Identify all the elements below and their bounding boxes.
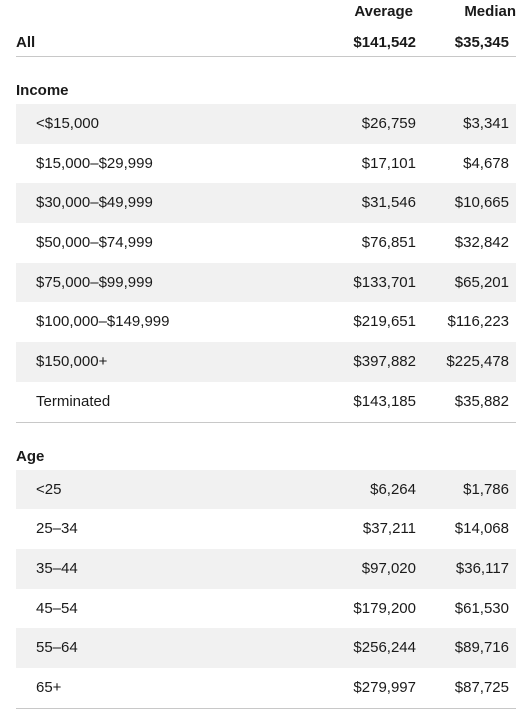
row-average: $6,264 — [370, 480, 416, 498]
row-label: $75,000–$99,999 — [36, 273, 153, 291]
table-row: $50,000–$74,999 $76,851 $32,842 — [16, 223, 516, 263]
table-row: $30,000–$49,999 $31,546 $10,665 — [16, 183, 516, 224]
row-median: $116,223 — [447, 313, 509, 331]
table-row: 45–54 $179,200 $61,530 — [16, 589, 516, 629]
row-average: $37,211 — [362, 520, 416, 538]
row-label: 45–54 — [36, 599, 78, 617]
row-average: $17,101 — [361, 154, 416, 172]
table-row: $100,000–$149,999 $219,651 $116,223 — [16, 302, 516, 342]
row-median: $35,882 — [454, 392, 509, 410]
row-median: $10,665 — [454, 194, 509, 212]
row-average: $76,851 — [361, 234, 416, 252]
row-average: $219,651 — [353, 313, 416, 331]
row-median: $3,341 — [463, 115, 509, 132]
row-average: $26,759 — [361, 115, 416, 132]
row-label: <25 — [36, 480, 62, 498]
row-label: 25–34 — [36, 520, 78, 538]
row-median: $4,678 — [463, 154, 509, 172]
row-label: 65+ — [36, 678, 62, 696]
row-label: $100,000–$149,999 — [36, 313, 170, 331]
header-median: Median — [464, 3, 516, 20]
table-row: $150,000+ $397,882 $225,478 — [16, 342, 516, 382]
row-label: $30,000–$49,999 — [36, 194, 153, 212]
income-title: Income — [16, 82, 69, 99]
row-label: Terminated — [36, 392, 111, 410]
row-label: 55–64 — [36, 639, 78, 657]
header-average: Average — [354, 3, 413, 20]
row-median: $89,716 — [454, 639, 509, 657]
row-average: $256,244 — [353, 639, 416, 657]
age-section-heading: Age — [16, 423, 529, 470]
row-average: $133,701 — [353, 273, 416, 291]
row-label: $50,000–$74,999 — [36, 234, 153, 252]
row-median: $87,725 — [454, 678, 509, 696]
all-row: All $141,542 $35,345 — [16, 32, 516, 57]
income-section-heading: Income — [16, 57, 529, 104]
row-median: $1,786 — [463, 480, 509, 498]
row-median: $36,117 — [455, 559, 509, 577]
row-average: $143,185 — [353, 392, 416, 410]
row-label: 35–44 — [36, 559, 78, 577]
row-label: <$15,000 — [36, 115, 99, 132]
table-row: $15,000–$29,999 $17,101 $4,678 — [16, 144, 516, 184]
all-average: $141,542 — [353, 34, 416, 51]
row-median: $61,530 — [454, 599, 509, 617]
row-label: $150,000+ — [36, 353, 108, 371]
age-title: Age — [16, 447, 45, 465]
row-median: $14,068 — [454, 520, 509, 538]
row-average: $31,546 — [361, 194, 416, 212]
row-average: $179,200 — [353, 599, 416, 617]
table-row: 55–64 $256,244 $89,716 — [16, 628, 516, 668]
row-average: $397,882 — [353, 353, 416, 371]
table-header: Average Median — [0, 0, 529, 32]
table-row: 65+ $279,997 $87,725 — [16, 668, 516, 709]
row-median: $225,478 — [446, 353, 509, 371]
row-label: $15,000–$29,999 — [36, 154, 153, 172]
table-row: <25 $6,264 $1,786 — [16, 469, 516, 510]
row-average: $97,020 — [361, 559, 416, 577]
all-label: All — [16, 34, 36, 51]
table-row: <$15,000 $26,759 $3,341 — [16, 104, 516, 144]
row-median: $65,201 — [454, 273, 509, 291]
table-row: $75,000–$99,999 $133,701 $65,201 — [16, 262, 516, 303]
table-row: 25–34 $37,211 $14,068 — [16, 509, 516, 549]
table-row: 35–44 $97,020 $36,117 — [16, 548, 516, 589]
row-median: $32,842 — [454, 234, 509, 252]
all-median: $35,345 — [454, 34, 509, 51]
table-row: Terminated $143,185 $35,882 — [16, 382, 516, 423]
row-average: $279,997 — [353, 678, 416, 696]
